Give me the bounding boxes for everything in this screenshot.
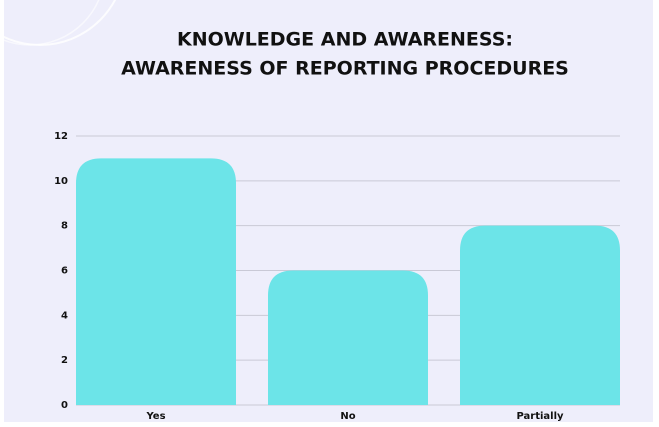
- y-tick-label: 8: [61, 221, 68, 232]
- y-tick-label: 6: [61, 266, 68, 277]
- y-tick-label: 0: [61, 400, 68, 411]
- x-tick-label: Yes: [145, 411, 165, 422]
- y-tick-label: 2: [61, 355, 68, 366]
- x-tick-label: Partially: [516, 411, 564, 422]
- y-tick-label: 10: [54, 176, 68, 187]
- bar: [76, 158, 236, 405]
- bar: [460, 225, 620, 405]
- bar: [268, 270, 428, 405]
- decoration: [0, 0, 100, 46]
- chart-title: KNOWLEDGE AND AWARENESS:: [177, 29, 513, 51]
- x-tick-label: No: [340, 411, 355, 422]
- chart-title: AWARENESS OF REPORTING PROCEDURES: [121, 58, 569, 80]
- y-tick-label: 12: [54, 131, 68, 142]
- y-tick-label: 4: [61, 310, 68, 321]
